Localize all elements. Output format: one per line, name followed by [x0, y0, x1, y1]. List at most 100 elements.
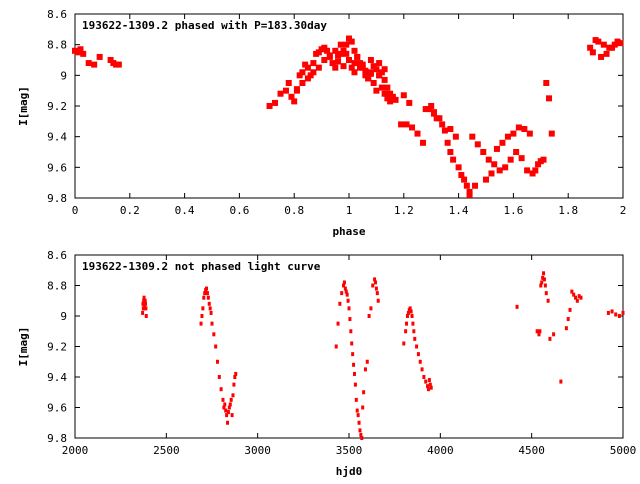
- x-tick-label: 4000: [427, 444, 454, 457]
- data-point: [202, 295, 206, 300]
- data-point: [344, 289, 348, 294]
- data-point: [356, 64, 363, 71]
- data-point: [343, 50, 350, 57]
- data-point: [302, 61, 309, 68]
- data-point: [537, 332, 541, 337]
- data-point: [80, 50, 87, 57]
- data-point: [422, 375, 426, 379]
- data-point: [458, 172, 465, 178]
- data-point: [544, 291, 548, 296]
- data-point: [212, 332, 216, 337]
- data-point: [515, 304, 519, 309]
- data-point: [367, 314, 371, 318]
- data-point: [304, 64, 311, 71]
- x-tick-label: 0.8: [284, 204, 304, 217]
- data-point: [472, 182, 479, 189]
- data-point: [206, 295, 210, 300]
- data-point: [548, 130, 555, 137]
- data-point: [362, 390, 366, 395]
- data-point: [347, 306, 351, 311]
- y-tick-label: 9: [60, 310, 67, 323]
- data-point: [485, 156, 492, 163]
- data-point: [144, 301, 148, 306]
- y-tick-label: 8.6: [47, 249, 67, 262]
- phased-x-axis-label: phase: [332, 225, 365, 238]
- data-point: [226, 420, 230, 425]
- data-point: [370, 63, 377, 70]
- data-point: [355, 408, 359, 413]
- data-point: [299, 80, 306, 86]
- y-tick-label: 9.6: [47, 402, 67, 415]
- data-point: [548, 336, 552, 341]
- data-point: [546, 298, 550, 303]
- data-point: [521, 126, 528, 132]
- data-point: [115, 61, 122, 68]
- data-point: [422, 106, 429, 113]
- data-point: [404, 329, 408, 334]
- data-point: [389, 93, 396, 100]
- data-point: [474, 141, 481, 148]
- data-point: [375, 291, 379, 296]
- data-point: [336, 321, 340, 326]
- data-point: [570, 289, 574, 294]
- data-point: [538, 329, 542, 334]
- x-tick-label: 1.8: [558, 204, 578, 217]
- data-point: [410, 314, 414, 318]
- data-point: [415, 344, 419, 349]
- y-tick-label: 8.8: [47, 39, 67, 52]
- data-point: [579, 295, 583, 300]
- data-point: [439, 121, 446, 128]
- data-point: [369, 306, 373, 311]
- data-point: [144, 314, 148, 318]
- data-point: [430, 110, 437, 117]
- x-tick-label: 2000: [62, 444, 89, 457]
- x-tick-label: 5000: [610, 444, 637, 457]
- data-point: [142, 295, 146, 300]
- data-point: [230, 413, 234, 418]
- data-point: [141, 310, 145, 315]
- data-point: [535, 329, 539, 334]
- data-point: [595, 38, 602, 45]
- data-point: [412, 329, 416, 334]
- data-point: [466, 191, 473, 198]
- data-point: [513, 149, 520, 155]
- y-tick-label: 9.2: [47, 341, 67, 354]
- data-point: [546, 95, 553, 102]
- data-point: [384, 84, 391, 91]
- data-point: [444, 139, 451, 146]
- data-point: [310, 69, 317, 76]
- data-point: [362, 72, 369, 79]
- data-point: [564, 326, 568, 331]
- data-point: [221, 397, 225, 402]
- data-point: [507, 156, 514, 163]
- data-point: [293, 86, 300, 93]
- data-point: [228, 402, 232, 407]
- data-point: [349, 329, 353, 334]
- y-tick-label: 9.4: [47, 131, 67, 144]
- data-point: [411, 321, 415, 326]
- data-point: [296, 72, 303, 79]
- data-point: [266, 103, 273, 109]
- data-point: [518, 155, 525, 162]
- data-point: [374, 286, 378, 291]
- data-point: [338, 301, 342, 306]
- data-point: [568, 307, 572, 312]
- data-point: [617, 314, 621, 318]
- data-point: [402, 341, 406, 346]
- data-point: [426, 387, 430, 392]
- data-point: [346, 298, 350, 303]
- data-point: [552, 332, 556, 337]
- data-point: [373, 66, 380, 73]
- data-point: [200, 314, 204, 318]
- data-point: [285, 80, 292, 86]
- data-point: [543, 283, 547, 288]
- data-point: [277, 90, 284, 97]
- data-point: [215, 359, 219, 364]
- data-point: [201, 306, 205, 311]
- data-point: [373, 87, 380, 94]
- unphased-chart-title: 193622-1309.2 not phased light curve: [82, 260, 321, 273]
- data-point: [233, 375, 237, 379]
- data-point: [504, 133, 511, 140]
